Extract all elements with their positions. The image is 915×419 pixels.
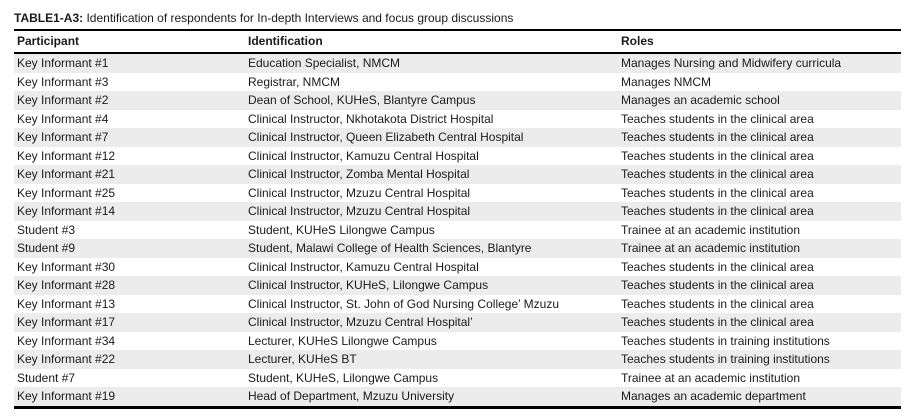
table-row: Key Informant #1 Education Specialist, NM… bbox=[14, 53, 901, 73]
cell-participant: Key Informant #21 bbox=[17, 167, 116, 181]
column-header-roles: Roles bbox=[618, 31, 901, 54]
cell-identification: Clinical Instructor, Kamuzu Central Hosp… bbox=[248, 148, 479, 163]
header-row: Participant Identification Roles bbox=[14, 31, 901, 54]
cell-participant: Key Informant #25 bbox=[17, 185, 116, 200]
cell-identification: Dean of School, KUHeS, Blantyre Campus bbox=[248, 93, 476, 107]
table-title: TABLE1-A3: Identification of respondents… bbox=[14, 11, 901, 31]
table-row: Key Informant #34 Lecturer, KUHeS Lilongw… bbox=[14, 331, 901, 350]
cell-roles: Manages an academic department bbox=[621, 389, 806, 403]
cell-participant: Student #3 bbox=[17, 222, 76, 237]
cell-participant: Key Informant #22 bbox=[17, 352, 116, 366]
cell-participant: Key Informant #13 bbox=[17, 296, 116, 311]
cell-identification: Clinical Instructor, Kamuzu Central Hosp… bbox=[248, 259, 479, 274]
table-row: Key Informant #25 Clinical Instructor, Mz… bbox=[14, 183, 901, 202]
cell-participant: Key Informant #14 bbox=[17, 204, 116, 218]
cell-identification: Clinical Instructor, Queen Elizabeth Cen… bbox=[248, 130, 524, 144]
cell-identification: Clinical Instructor, Nkhotakota District… bbox=[248, 111, 494, 126]
cell-identification: Education Specialist, NMCM bbox=[248, 56, 401, 70]
cell-participant: Key Informant #19 bbox=[17, 389, 116, 403]
cell-identification: Clinical Instructor, Mzuzu Central Hospi… bbox=[248, 204, 471, 218]
cell-roles: Teaches students in the clinical area bbox=[621, 167, 814, 181]
table-row: Key Informant #4 Clinical Instructor, Nkh… bbox=[14, 109, 901, 128]
cell-roles: Teaches students in the clinical area bbox=[621, 259, 814, 274]
cell-roles: Trainee at an academic institution bbox=[621, 241, 800, 255]
table-row: Key Informant #17 Clinical Instructor, Mz… bbox=[14, 313, 901, 332]
cell-identification: Clinical Instructor, St. John of God Nur… bbox=[248, 296, 560, 311]
cell-roles: Manages an academic school bbox=[621, 93, 780, 107]
cell-participant: Key Informant #34 bbox=[17, 333, 116, 348]
table-row: Key Informant #21 Clinical Instructor, Zo… bbox=[14, 165, 901, 184]
cell-participant: Key Informant #7 bbox=[17, 130, 109, 144]
table-row: Key Informant #3 Registrar, NMCM Manages N… bbox=[14, 72, 901, 91]
table-row: Key Informant #14 Clinical Instructor, Mz… bbox=[14, 202, 901, 221]
table-container: TABLE1-A3: Identification of respondents… bbox=[14, 11, 901, 409]
table-row: Key Informant #13 Clinical Instructor, St… bbox=[14, 294, 901, 313]
cell-roles: Trainee at an academic institution bbox=[621, 370, 800, 385]
table-row: Student #7 Student, KUHeS, Lilongwe Campu… bbox=[14, 368, 901, 387]
cell-identification: Clinical Instructor, Mzuzu Central Hospi… bbox=[248, 185, 471, 200]
cell-roles: Teaches students in the clinical area bbox=[621, 204, 814, 218]
table-row: Key Informant #12 Clinical Instructor, Ka… bbox=[14, 146, 901, 165]
cell-roles: Teaches students in training institution… bbox=[621, 352, 830, 366]
cell-roles: Teaches students in the clinical area bbox=[621, 111, 814, 126]
cell-participant: Key Informant #30 bbox=[17, 259, 116, 274]
table-header: Participant Identification Roles bbox=[14, 31, 901, 54]
column-header-participant: Participant bbox=[14, 31, 245, 54]
cell-identification: Clinical Instructor, KUHeS, Lilongwe Cam… bbox=[248, 278, 489, 292]
cell-identification: Student, KUHeS, Lilongwe Campus bbox=[248, 370, 439, 385]
cell-identification: Clinical Instructor, Mzuzu Central Hospi… bbox=[248, 315, 473, 329]
table-row: Key Informant #2 Dean of School, KUHeS, B… bbox=[14, 91, 901, 110]
table-row: Key Informant #19 Head of Department, Mzu… bbox=[14, 387, 901, 407]
table-row: Student #3 Student, KUHeS Lilongwe Campus… bbox=[14, 220, 901, 239]
cell-identification: Lecturer, KUHeS BT bbox=[248, 352, 357, 366]
cell-identification: Lecturer, KUHeS Lilongwe Campus bbox=[248, 333, 437, 348]
cell-roles: Teaches students in the clinical area bbox=[621, 185, 814, 200]
cell-identification: Student, KUHeS Lilongwe Campus bbox=[248, 222, 435, 237]
table-row: Key Informant #7 Clinical Instructor, Que… bbox=[14, 128, 901, 147]
table-row: Key Informant #30 Clinical Instructor, Ka… bbox=[14, 257, 901, 276]
cell-roles: Teaches students in the clinical area bbox=[621, 130, 814, 144]
table-body: Key Informant #1 Education Specialist, NM… bbox=[14, 53, 901, 407]
cell-roles: Teaches students in the clinical area bbox=[621, 148, 814, 163]
respondents-table: Participant Identification Roles Key Inf… bbox=[14, 31, 901, 409]
cell-participant: Key Informant #28 bbox=[17, 278, 116, 292]
cell-roles: Trainee at an academic institution bbox=[621, 222, 800, 237]
table-row: Key Informant #22 Lecturer, KUHeS BT Teach… bbox=[14, 350, 901, 369]
table-row: Student #9 Student, Malawi College of Hea… bbox=[14, 239, 901, 258]
cell-roles: Teaches students in training institution… bbox=[621, 333, 830, 348]
cell-participant: Key Informant #17 bbox=[17, 315, 116, 329]
cell-identification: Clinical Instructor, Zomba Mental Hospit… bbox=[248, 167, 470, 181]
table-title-text: Identification of respondents for In-dep… bbox=[83, 11, 514, 25]
cell-participant: Key Informant #2 bbox=[17, 93, 109, 107]
cell-participant: Key Informant #1 bbox=[17, 56, 109, 70]
cell-roles: Teaches students in the clinical area bbox=[621, 278, 814, 292]
cell-identification: Registrar, NMCM bbox=[248, 74, 341, 89]
cell-participant: Student #7 bbox=[17, 370, 76, 385]
cell-participant: Student #9 bbox=[17, 241, 76, 255]
table-title-label: TABLE1-A3: bbox=[14, 11, 84, 25]
cell-roles: Teaches students in the clinical area bbox=[621, 296, 814, 311]
cell-roles: Manages Nursing and Midwifery curricula bbox=[621, 56, 842, 70]
cell-participant: Key Informant #12 bbox=[17, 148, 116, 163]
cell-identification: Head of Department, Mzuzu University bbox=[248, 389, 455, 403]
cell-identification: Student, Malawi College of Health Scienc… bbox=[248, 241, 532, 255]
column-header-identification: Identification bbox=[245, 31, 618, 54]
cell-roles: Manages NMCM bbox=[621, 74, 712, 89]
cell-participant: Key Informant #3 bbox=[17, 74, 109, 89]
cell-roles: Teaches students in the clinical area bbox=[621, 315, 814, 329]
table-row: Key Informant #28 Clinical Instructor, KU… bbox=[14, 276, 901, 295]
cell-participant: Key Informant #4 bbox=[17, 111, 109, 126]
